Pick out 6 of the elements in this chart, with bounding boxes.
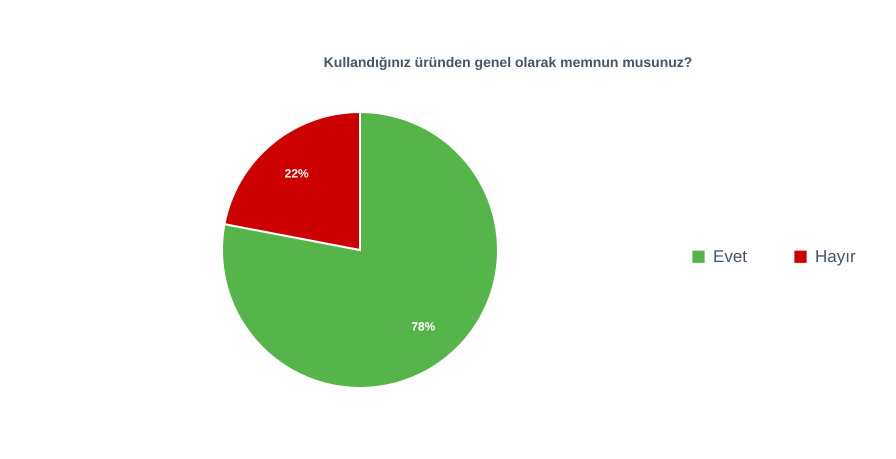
legend-label: Evet bbox=[713, 246, 748, 266]
chart-title: Kullandığınız üründen genel olarak memnun musunuz? bbox=[324, 54, 692, 70]
legend-label: Hayır bbox=[815, 246, 856, 266]
data-label: 22% bbox=[284, 166, 309, 180]
pie-slice bbox=[221, 111, 499, 389]
data-label: 78% bbox=[411, 320, 436, 334]
